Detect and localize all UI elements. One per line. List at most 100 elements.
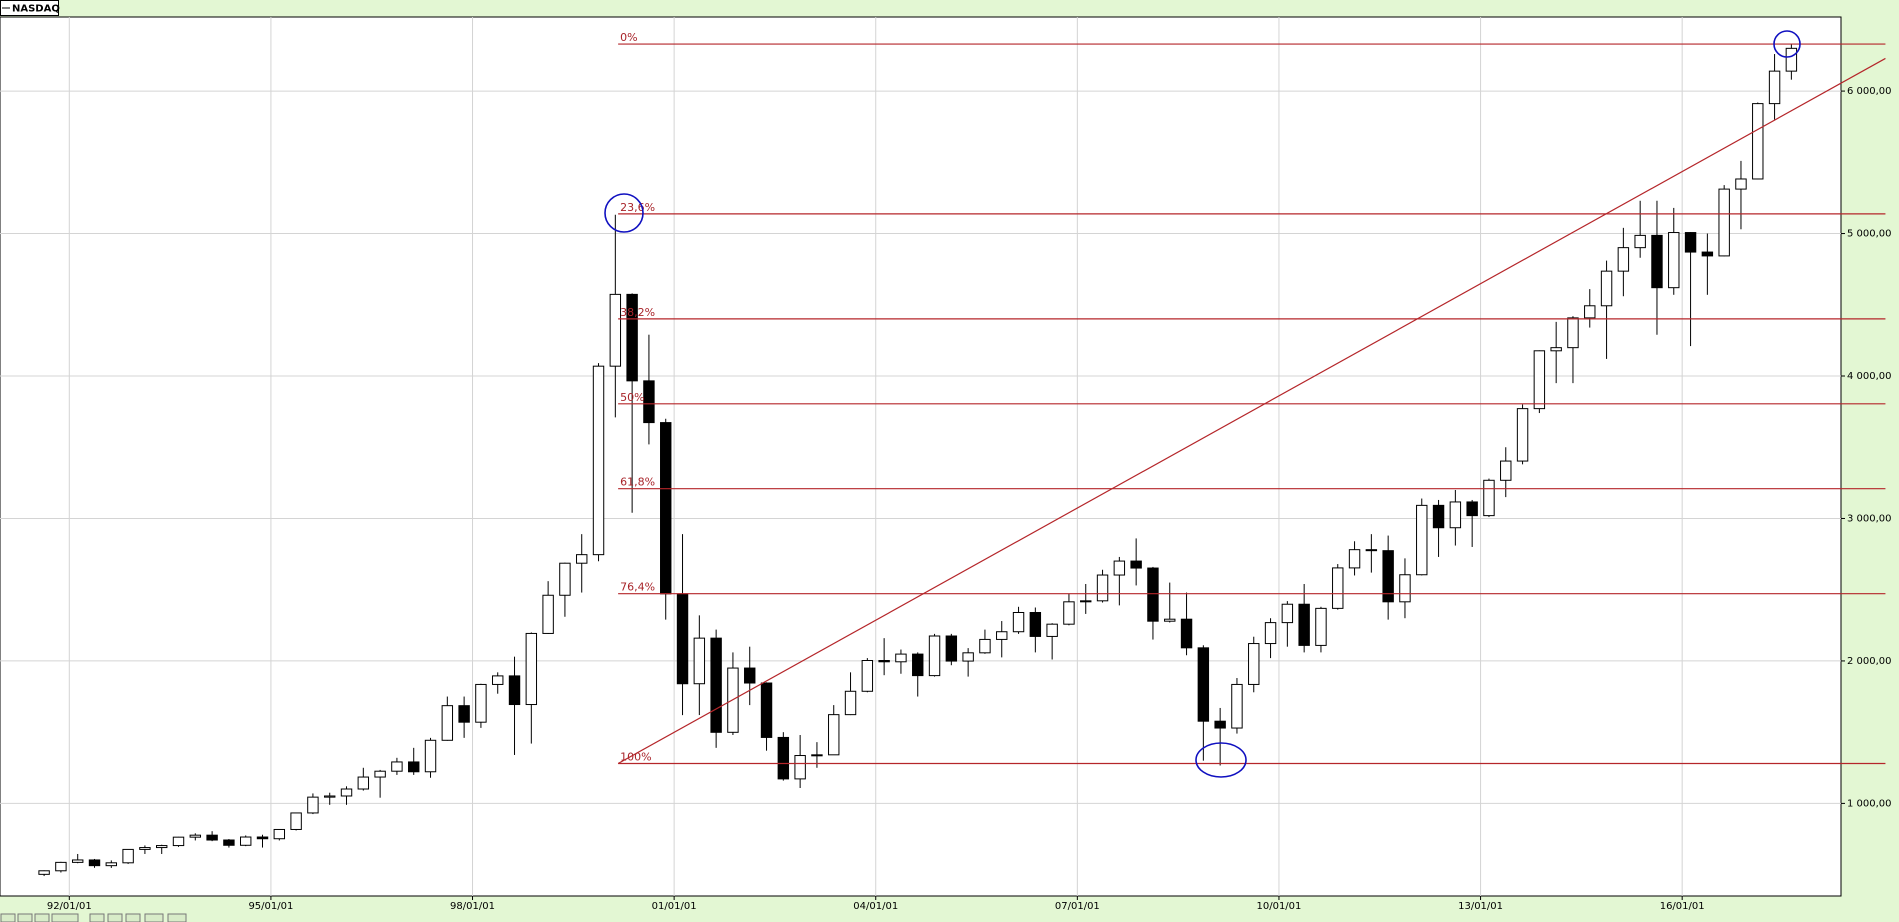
title-tab[interactable]	[0, 0, 59, 16]
candle-body	[1264, 622, 1277, 645]
candle-body	[156, 845, 168, 849]
candle-body	[1483, 479, 1495, 517]
candle-body	[1449, 501, 1462, 529]
candle-body	[542, 594, 554, 634]
candle-body	[878, 660, 890, 663]
candle-body	[1096, 574, 1109, 602]
candle-body	[1298, 603, 1310, 646]
candle-body	[1785, 47, 1798, 72]
y-tick-label: 4 000,00	[1847, 371, 1892, 382]
candle-body	[1382, 550, 1394, 603]
candle-body	[408, 761, 420, 773]
candle-body	[1567, 317, 1579, 349]
candle-body	[189, 834, 202, 838]
candle-body	[1248, 643, 1260, 685]
candle-body	[105, 862, 118, 867]
candle-body	[475, 683, 487, 723]
candle-body	[1164, 618, 1176, 622]
candle-body	[1668, 232, 1680, 289]
candle-body	[206, 834, 218, 841]
chart-title: NASDAQ	[12, 4, 60, 15]
candle-body	[38, 870, 50, 875]
tab[interactable]	[89, 913, 105, 922]
candle-body	[1365, 549, 1378, 552]
grid	[0, 17, 1845, 900]
candle-body	[71, 859, 84, 863]
candle-body	[139, 847, 151, 850]
candle-body	[928, 635, 941, 677]
candle-body	[1752, 103, 1764, 180]
candle-body	[122, 848, 134, 864]
candle-body	[1348, 549, 1361, 569]
candle-body	[1113, 560, 1126, 576]
candle-body	[693, 637, 706, 685]
x-tick-label: 95/01/01	[248, 901, 293, 912]
candle-body	[1080, 600, 1092, 603]
fib-label: 23,6%	[620, 201, 655, 214]
candle-body	[1130, 560, 1142, 569]
candle-body	[744, 667, 756, 684]
candle-body	[1500, 460, 1512, 481]
candle-body	[508, 675, 521, 706]
candle-body	[1416, 504, 1428, 576]
candle-body	[357, 776, 370, 790]
candle-body	[710, 637, 722, 733]
candle-body	[979, 638, 991, 654]
highlight-circle	[1773, 30, 1801, 58]
tab[interactable]	[0, 913, 16, 922]
candle-body	[1046, 623, 1058, 637]
candle-body	[424, 739, 437, 773]
candle-body	[1466, 501, 1478, 517]
candle-body	[676, 593, 689, 685]
candle-body	[1332, 567, 1344, 609]
highlight-circle	[604, 193, 644, 233]
y-tick-label: 5 000,00	[1847, 229, 1892, 240]
candle-body	[861, 660, 874, 692]
candle-body	[240, 836, 252, 846]
candle-body	[643, 380, 655, 424]
tab[interactable]	[107, 913, 123, 922]
candle-body	[945, 635, 958, 662]
candle-body	[1617, 247, 1630, 272]
candle-body	[1399, 574, 1411, 603]
candle-body	[1768, 70, 1781, 105]
candle-body	[1432, 504, 1445, 529]
bottom-tabs	[0, 913, 187, 922]
candle-body	[576, 554, 588, 564]
tab[interactable]	[125, 913, 141, 922]
y-tick-label: 3 000,00	[1847, 513, 1892, 524]
candle-body	[1231, 683, 1243, 729]
candle-body	[559, 562, 571, 596]
candles	[38, 44, 1798, 877]
fib-label: 38,2%	[620, 306, 655, 319]
y-tick-label: 1 000,00	[1847, 798, 1892, 809]
candle-body	[340, 788, 353, 797]
candle-body	[1550, 347, 1562, 352]
tab[interactable]	[51, 913, 79, 922]
candle-body	[1012, 611, 1025, 633]
tab[interactable]	[34, 913, 50, 922]
plot-area	[0, 16, 1842, 897]
candle-body	[525, 632, 538, 706]
fib-label: 76,4%	[620, 581, 655, 594]
x-tick-label: 01/01/01	[652, 901, 697, 912]
candle-body	[256, 836, 269, 840]
candle-body	[1180, 618, 1193, 649]
candle-body	[1063, 601, 1075, 625]
x-tick-label: 13/01/01	[1458, 901, 1503, 912]
candle-body	[1735, 178, 1747, 190]
candle-body	[273, 828, 286, 840]
candle-body	[1634, 234, 1646, 249]
candle-body	[492, 675, 504, 685]
candle-body	[1718, 188, 1730, 257]
tab[interactable]	[17, 913, 33, 922]
tab[interactable]	[144, 913, 164, 922]
candle-body	[1197, 647, 1210, 722]
x-tick-label: 10/01/01	[1256, 901, 1301, 912]
candle-body	[1584, 305, 1596, 319]
candle-body	[441, 705, 454, 741]
candle-body	[760, 682, 773, 738]
candle-body	[307, 796, 319, 814]
tab[interactable]	[167, 913, 187, 922]
